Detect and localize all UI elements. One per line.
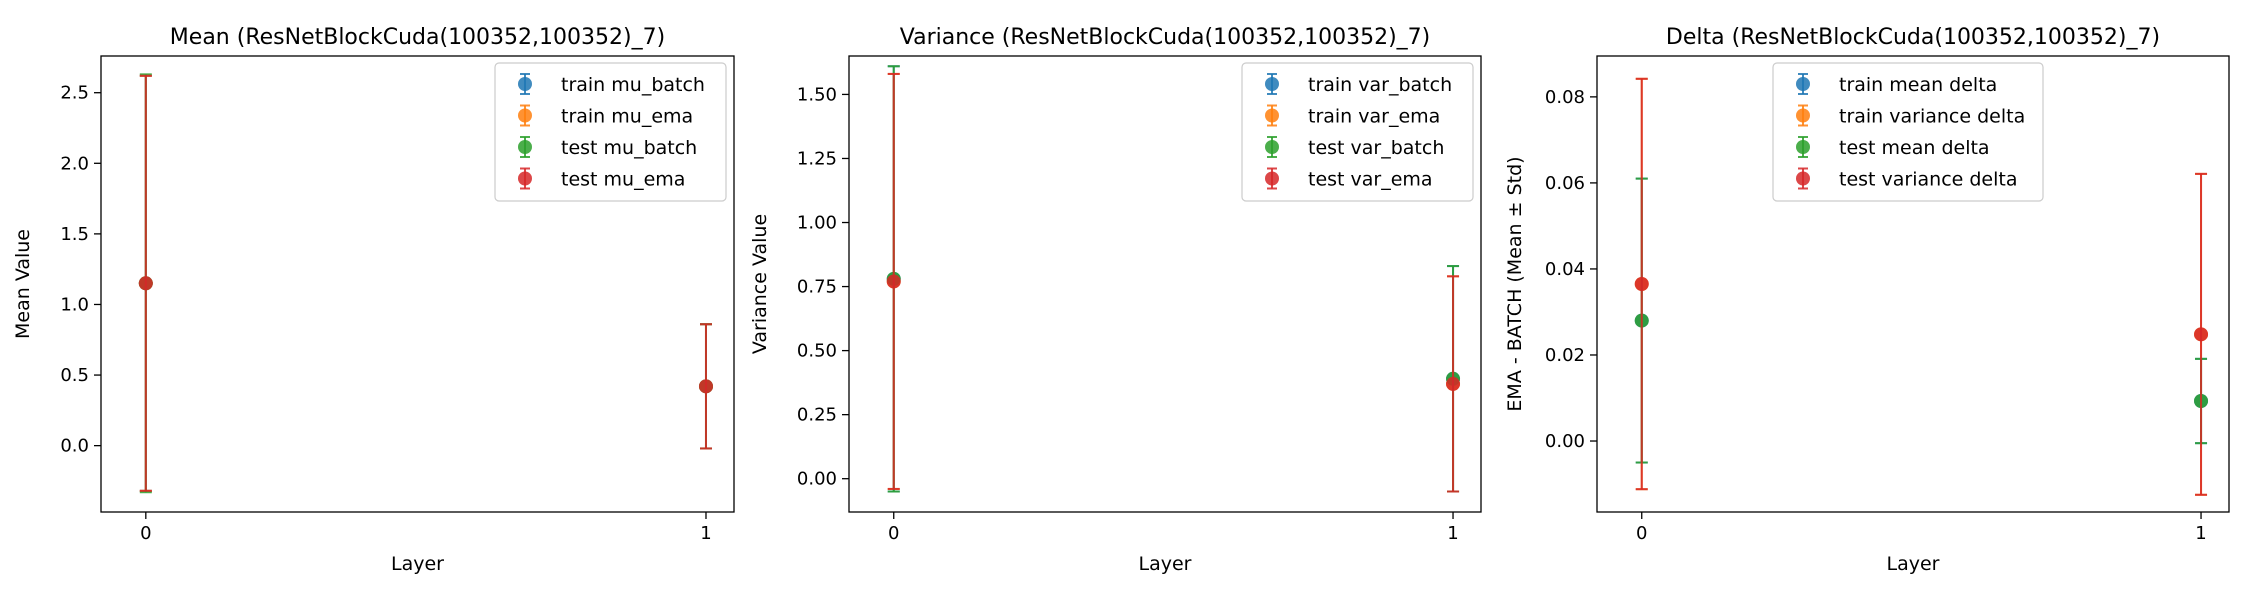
y-tick-label: 0.08 (1545, 87, 1585, 108)
panel-variance: Variance (ResNetBlockCuda(100352,100352)… (749, 25, 1482, 575)
y-axis-label: Mean Value (12, 229, 34, 339)
x-tick-label: 1 (2195, 523, 2206, 544)
legend-marker (1265, 171, 1279, 186)
y-axis-label: EMA - BATCH (Mean ± Std) (1504, 156, 1526, 411)
legend-label: test var_ema (1308, 169, 1433, 191)
y-tick-label: 0.06 (1545, 173, 1585, 194)
legend-box (1241, 62, 1474, 202)
y-tick-label: 1.0 (60, 294, 89, 315)
legend-box (494, 62, 727, 202)
y-tick-label: 0.0 (60, 436, 89, 457)
axes-frame (1596, 55, 2230, 513)
x-tick-label: 0 (888, 523, 899, 544)
plot-marks (886, 65, 1461, 493)
plot-marks (1634, 77, 2209, 496)
legend-marker (1796, 171, 1810, 186)
axes-frame (100, 55, 735, 513)
x-ticks: 0 1 (1636, 512, 2207, 544)
plot-marks (138, 73, 713, 494)
legend-marker (518, 171, 532, 186)
y-tick-label: 1.00 (797, 213, 837, 234)
legend: train mean delta train variance delta te… (1772, 62, 2044, 202)
legend-label: test mu_batch (561, 137, 697, 159)
series-test-var_ema (886, 72, 1461, 493)
panel-title: Delta (ResNetBlockCuda(100352,100352)_7) (1666, 25, 2160, 50)
legend-label: train var_ema (1308, 106, 1440, 128)
panel-mean: Mean (ResNetBlockCuda(100352,100352)_7) … (12, 25, 735, 575)
axes-frame (848, 55, 1482, 513)
y-tick-label: 2.0 (60, 153, 89, 174)
legend-marker (1796, 140, 1810, 154)
x-axis-label: Layer (1139, 553, 1192, 575)
legend-marker (518, 140, 532, 154)
legend: train var_batch train var_ema test var_b… (1241, 62, 1474, 202)
data-point (2194, 327, 2209, 342)
legend-label: train variance delta (1839, 106, 2025, 128)
x-axis-label: Layer (391, 553, 444, 575)
legend-label: train var_batch (1308, 74, 1452, 96)
panel-title: Mean (ResNetBlockCuda(100352,100352)_7) (170, 25, 665, 50)
y-ticks: 0.0 0.5 1.0 1.5 2.0 2.5 (60, 83, 101, 457)
panel-title: Variance (ResNetBlockCuda(100352,100352)… (900, 25, 1430, 50)
data-point (1634, 277, 1649, 291)
x-ticks: 0 1 (888, 512, 1459, 544)
x-tick-label: 0 (1636, 523, 1647, 544)
y-axis-label: Variance Value (749, 214, 771, 354)
legend-label: test var_batch (1308, 137, 1444, 159)
legend-marker (1796, 108, 1810, 123)
data-point (1446, 376, 1461, 391)
data-point (138, 276, 153, 291)
y-tick-label: 0.00 (1545, 431, 1585, 452)
series-test-mu_ema (138, 74, 713, 492)
y-tick-label: 0.5 (60, 365, 89, 386)
legend-box (1772, 62, 2044, 202)
legend-marker (518, 108, 532, 123)
x-ticks: 0 1 (140, 512, 712, 544)
legend-marker (1265, 108, 1279, 123)
y-tick-label: 2.5 (60, 83, 89, 104)
y-ticks: 0.00 0.25 0.50 0.75 1.00 1.25 1.50 (797, 84, 849, 490)
legend-label: train mu_batch (561, 74, 705, 96)
y-tick-label: 0.04 (1545, 259, 1585, 280)
y-tick-label: 0.25 (797, 405, 837, 426)
y-tick-label: 0.02 (1545, 345, 1585, 366)
data-point (886, 274, 901, 289)
legend-marker (518, 77, 532, 91)
y-tick-label: 1.50 (797, 84, 837, 105)
x-tick-label: 1 (1447, 523, 1458, 544)
data-point (698, 379, 713, 394)
x-tick-label: 1 (700, 523, 711, 544)
legend-label: train mean delta (1839, 74, 1997, 96)
x-axis-label: Layer (1887, 553, 1940, 575)
legend-label: test mu_ema (561, 169, 685, 191)
legend-marker (1265, 77, 1279, 91)
panel-delta: Delta (ResNetBlockCuda(100352,100352)_7)… (1504, 25, 2230, 575)
series-test-variance-delta (1634, 77, 2209, 496)
legend: train mu_batch train mu_ema test mu_batc… (494, 62, 727, 202)
legend-marker (1796, 77, 1810, 91)
y-ticks: 0.00 0.02 0.04 0.06 0.08 (1545, 87, 1597, 452)
legend-label: test mean delta (1839, 137, 1990, 159)
legend-marker (1265, 140, 1279, 154)
y-tick-label: 1.5 (60, 224, 89, 245)
y-tick-label: 0.00 (797, 469, 837, 490)
y-tick-label: 0.75 (797, 277, 837, 298)
legend-label: train mu_ema (561, 106, 693, 128)
y-tick-label: 0.50 (797, 341, 837, 362)
x-tick-label: 0 (140, 523, 151, 544)
y-tick-label: 1.25 (797, 148, 837, 169)
legend-label: test variance delta (1839, 169, 2018, 191)
